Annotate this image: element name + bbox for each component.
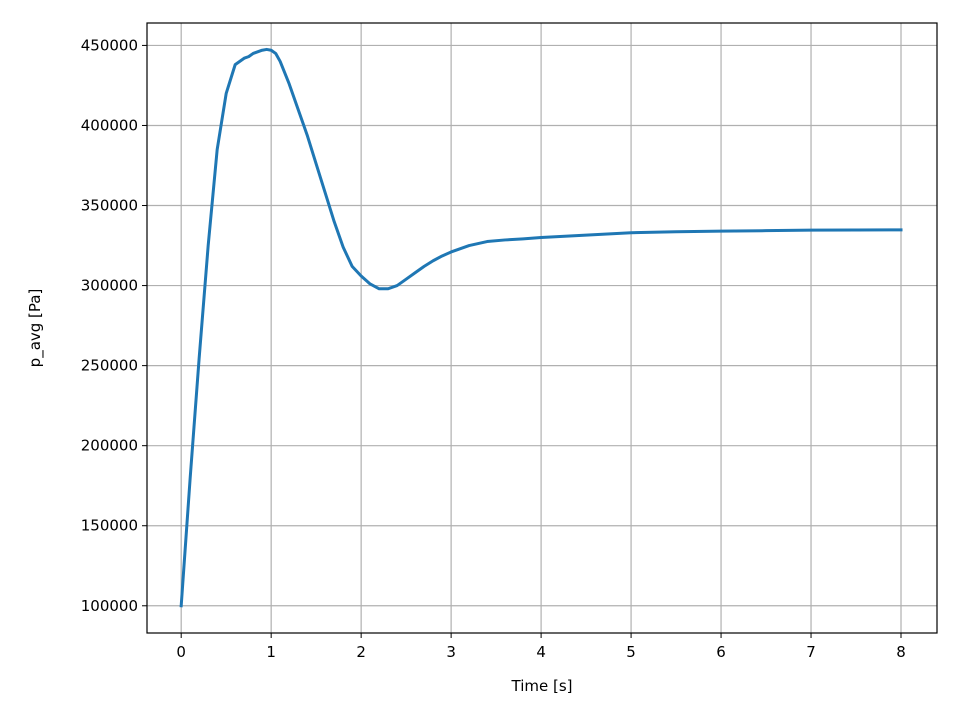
x-tick-label: 6	[716, 643, 726, 661]
x-tick-label: 7	[806, 643, 816, 661]
x-axis-label: Time [s]	[511, 677, 573, 695]
x-tick-label: 5	[626, 643, 636, 661]
x-tick-label: 4	[536, 643, 546, 661]
x-tick-label: 8	[896, 643, 906, 661]
y-tick-label: 300000	[81, 277, 138, 295]
plot-frame	[146, 22, 938, 634]
x-tick-label: 0	[176, 643, 186, 661]
y-tick-label: 350000	[81, 197, 138, 215]
x-tick-label: 3	[446, 643, 456, 661]
y-axis-label: p_avg [Pa]	[26, 289, 45, 368]
y-tick-label: 200000	[81, 437, 138, 455]
x-tick-label: 2	[356, 643, 366, 661]
y-tick-label: 450000	[81, 36, 138, 54]
y-axis: 100000 150000 200000 250000 300000 350000 4000…	[81, 36, 147, 615]
y-tick-label: 150000	[81, 517, 138, 535]
series-line	[179, 47, 903, 608]
grid	[147, 23, 937, 633]
y-tick-label: 250000	[81, 357, 138, 375]
y-tick-label: 100000	[81, 597, 138, 615]
y-tick-label: 400000	[81, 116, 138, 134]
x-axis: 0 1 2 3 4 5 6 7 8	[176, 633, 906, 661]
plot-background	[147, 23, 937, 633]
x-tick-label: 1	[266, 643, 276, 661]
series-layer	[179, 47, 903, 608]
